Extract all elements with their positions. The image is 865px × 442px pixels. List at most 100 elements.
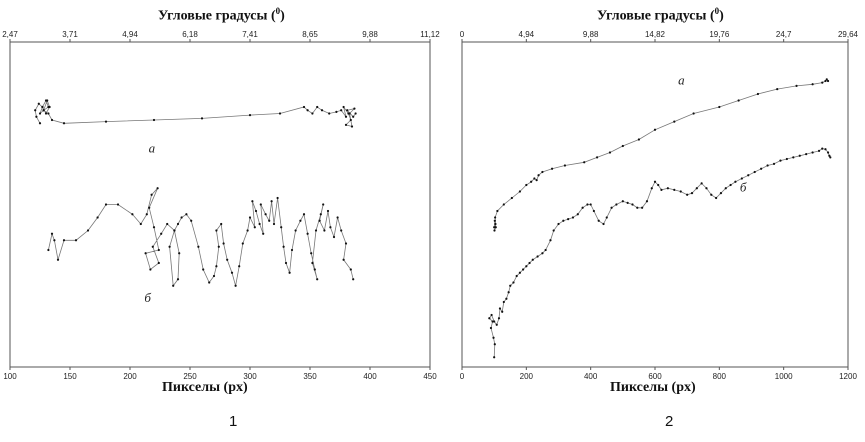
data-point xyxy=(510,196,513,200)
data-point xyxy=(535,179,538,182)
data-point xyxy=(352,278,355,281)
data-point xyxy=(208,281,211,284)
data-point xyxy=(344,242,348,245)
chart-2-xlabel: Пикселы (px) xyxy=(610,380,696,395)
x-tick-label: 400 xyxy=(363,372,377,381)
data-point xyxy=(62,122,66,125)
chart-1-plot: 100 150 200 250 300 350 400 450 2,47 3,71 4,94 6,18… xyxy=(2,30,440,381)
data-point xyxy=(756,92,760,96)
data-point xyxy=(821,81,824,84)
data-point xyxy=(346,109,349,112)
data-point xyxy=(318,219,321,222)
data-point xyxy=(505,297,508,300)
data-point xyxy=(202,268,205,271)
data-point xyxy=(737,99,740,102)
data-point xyxy=(144,252,147,255)
data-point xyxy=(488,317,491,320)
data-point xyxy=(495,323,498,326)
data-point xyxy=(531,258,534,261)
data-point xyxy=(319,213,322,216)
data-point xyxy=(152,226,156,229)
data-point xyxy=(785,157,788,161)
data-point xyxy=(562,219,565,222)
chart-panel-1: Угловые градусы (0) 100 150 200 250 300 350 40… xyxy=(2,6,440,430)
x-tick-label: 250 xyxy=(183,372,197,381)
data-point xyxy=(262,232,265,235)
data-point xyxy=(645,200,649,203)
data-point xyxy=(650,187,653,190)
data-point xyxy=(156,187,159,190)
data-point xyxy=(498,307,502,310)
data-point xyxy=(673,120,676,123)
top-tick-label: 9,88 xyxy=(583,30,599,39)
data-point xyxy=(149,268,152,271)
data-point xyxy=(515,274,518,278)
data-point xyxy=(316,278,319,281)
x-tick-label: 600 xyxy=(648,372,662,381)
data-point xyxy=(157,248,160,252)
data-point xyxy=(557,222,560,226)
data-point xyxy=(328,112,331,115)
data-point xyxy=(302,213,306,216)
data-point xyxy=(530,180,533,183)
data-point xyxy=(760,167,763,170)
series-label: б xyxy=(740,180,747,195)
data-point xyxy=(494,226,497,229)
data-point xyxy=(552,229,555,232)
data-point xyxy=(344,115,348,118)
data-point xyxy=(336,216,339,219)
chart-1-figure-number: 1 xyxy=(229,413,238,430)
data-point xyxy=(248,216,252,219)
data-point xyxy=(220,222,223,226)
data-point xyxy=(53,239,56,242)
top-tick-label: 2,47 xyxy=(2,30,18,39)
data-point xyxy=(673,188,676,191)
data-point xyxy=(230,271,234,274)
data-point xyxy=(608,151,612,154)
top-tick-label: 0 xyxy=(460,30,465,39)
data-point xyxy=(280,226,283,229)
data-point xyxy=(576,213,579,216)
data-point xyxy=(747,174,750,177)
data-point xyxy=(753,170,756,174)
data-point xyxy=(323,229,326,232)
data-point xyxy=(74,239,78,242)
data-point xyxy=(824,79,827,83)
data-point xyxy=(258,222,261,226)
data-point xyxy=(660,188,663,191)
data-point xyxy=(320,109,324,112)
top-tick-label: 6,18 xyxy=(182,30,198,39)
data-point xyxy=(47,248,50,252)
data-point xyxy=(610,206,613,209)
data-point xyxy=(148,206,151,209)
data-point xyxy=(525,183,528,187)
data-point xyxy=(166,222,169,226)
data-point xyxy=(302,105,306,109)
data-point xyxy=(253,226,256,229)
x-tick-label: 350 xyxy=(303,372,317,381)
data-point xyxy=(104,203,108,206)
top-tick-label: 11,12 xyxy=(420,30,440,39)
data-point xyxy=(507,291,510,294)
top-tick-label: 19,76 xyxy=(709,30,730,39)
data-point xyxy=(492,336,495,339)
data-point xyxy=(340,229,343,232)
data-point xyxy=(766,164,769,167)
data-point xyxy=(180,216,183,219)
data-point xyxy=(679,190,682,193)
data-point xyxy=(316,105,319,109)
data-point xyxy=(354,112,357,115)
data-point xyxy=(241,242,244,245)
data-point xyxy=(795,84,798,87)
data-point xyxy=(288,271,291,274)
data-point xyxy=(353,107,356,110)
data-point xyxy=(631,203,634,206)
data-point xyxy=(692,112,695,115)
data-point xyxy=(294,229,297,232)
data-point xyxy=(178,252,181,255)
data-point xyxy=(352,115,355,118)
data-point xyxy=(278,112,282,115)
data-point xyxy=(641,206,644,209)
data-point xyxy=(518,190,521,193)
data-point xyxy=(151,245,154,248)
